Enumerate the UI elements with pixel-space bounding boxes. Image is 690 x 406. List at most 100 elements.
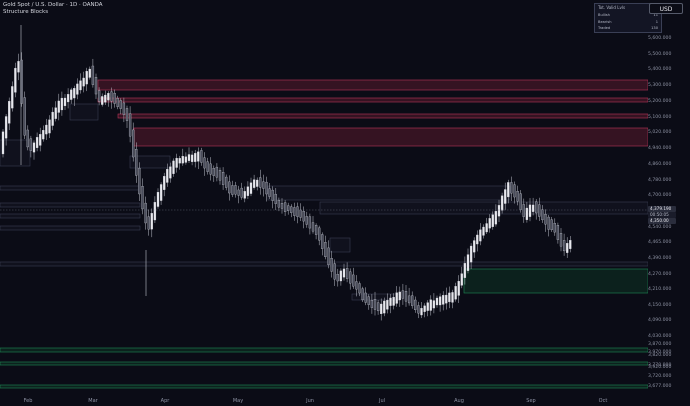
neu-zone	[0, 261, 648, 267]
candle-body	[51, 111, 54, 126]
candle-body	[4, 116, 8, 139]
candle-body	[556, 225, 560, 240]
candle-body	[358, 283, 361, 294]
price-tick: 4,390.000	[648, 256, 672, 261]
candle-body	[432, 300, 436, 309]
candle-body	[550, 219, 553, 231]
candle-body	[491, 214, 494, 227]
candle-body	[457, 281, 460, 296]
candle-body	[221, 172, 225, 185]
candle-body	[259, 177, 262, 188]
candle-body	[150, 213, 153, 230]
candle-body	[190, 154, 194, 162]
candle-body	[181, 156, 184, 164]
neu-zone	[0, 185, 141, 191]
candle-body	[349, 271, 352, 284]
currency-button[interactable]: USD	[649, 3, 683, 14]
candle-body	[324, 242, 327, 258]
candle-body	[500, 195, 504, 211]
time-axis[interactable]: Feb Mar Apr May Jun Jul Aug Sep Oct	[0, 398, 648, 406]
candle-body	[429, 299, 432, 311]
candle-body	[373, 299, 377, 310]
candle-body	[82, 77, 85, 87]
candle-body	[159, 184, 163, 201]
candle-body	[29, 138, 33, 151]
candle-body	[271, 189, 274, 201]
symbol-title[interactable]: Gold Spot / U.S. Dollar · 1D · OANDA	[3, 2, 103, 8]
candle-body	[296, 206, 299, 217]
candle-body	[125, 108, 129, 121]
candle-body	[85, 71, 88, 85]
candle-body	[308, 216, 312, 229]
candle-body	[110, 91, 113, 102]
candle-body	[321, 234, 324, 249]
price-axis[interactable]: 5,600.000 5,500.000 5,400.000 5,300.000 …	[648, 0, 690, 406]
candle-body	[138, 167, 141, 195]
prev-close-tag: 4,350.00	[648, 218, 676, 224]
candle-body	[513, 184, 516, 198]
candle-body	[330, 258, 333, 272]
candle-body	[466, 254, 470, 271]
candle-body	[246, 186, 250, 196]
candle-body	[76, 83, 79, 95]
candle-body	[225, 176, 228, 188]
candle-body	[66, 94, 70, 103]
neu-zone	[267, 185, 511, 201]
candle-body	[327, 247, 330, 266]
price-tick: 4,210.000	[648, 287, 672, 292]
price-tick: 4,540.000	[648, 225, 672, 230]
indicator-label[interactable]: Structure Blocks	[3, 9, 49, 15]
candle-body	[305, 216, 308, 225]
candle-body	[200, 150, 203, 163]
candle-body	[383, 300, 386, 314]
candle-body	[407, 295, 411, 304]
bear-zone	[97, 97, 648, 103]
candle-body	[507, 182, 510, 198]
candle-body	[166, 169, 169, 183]
stats-row: Traded 130	[598, 26, 658, 30]
candle-body	[398, 291, 401, 301]
candle-body	[562, 240, 566, 252]
price-tick: 5,200.000	[648, 99, 672, 104]
candle-body	[172, 160, 175, 174]
time-tick: Jun	[306, 398, 314, 404]
candle-body	[510, 182, 513, 194]
candle-body	[497, 205, 501, 217]
candle-body	[454, 286, 457, 300]
candle-body	[342, 268, 346, 278]
candle-body	[361, 288, 364, 301]
candle-body	[147, 216, 150, 230]
candle-body	[178, 158, 181, 164]
bear-zone	[97, 79, 648, 91]
candle-body	[107, 93, 110, 101]
candle-body	[339, 270, 343, 282]
neu-zone	[319, 201, 648, 215]
candle-body	[318, 227, 321, 241]
price-tick: 4,090.000	[648, 318, 672, 323]
candle-body	[528, 204, 532, 217]
candle-body	[531, 204, 535, 212]
price-tick: 4,700.000	[648, 193, 672, 198]
candle-body	[237, 189, 240, 196]
time-tick: May	[232, 398, 244, 404]
price-tick: 5,300.000	[648, 83, 672, 88]
bull-zone	[0, 347, 648, 353]
candle-body	[476, 234, 479, 245]
candle-body	[485, 223, 488, 233]
neu-zone	[129, 155, 171, 169]
candle-body	[215, 166, 219, 178]
price-tick: 3,820.000	[648, 353, 672, 358]
candle-body	[420, 308, 423, 316]
price-chart-canvas[interactable]	[0, 0, 648, 398]
candle-body	[488, 218, 491, 229]
price-tick: 3,677.000	[648, 384, 672, 389]
candle-body	[104, 94, 107, 103]
candle-body	[438, 296, 442, 306]
candle-body	[411, 295, 414, 306]
candle-body	[8, 101, 11, 124]
candle-body	[423, 305, 426, 312]
candle-body	[566, 243, 569, 253]
candle-body	[376, 302, 380, 312]
time-tick: Feb	[23, 398, 33, 404]
candle-body	[479, 229, 482, 242]
